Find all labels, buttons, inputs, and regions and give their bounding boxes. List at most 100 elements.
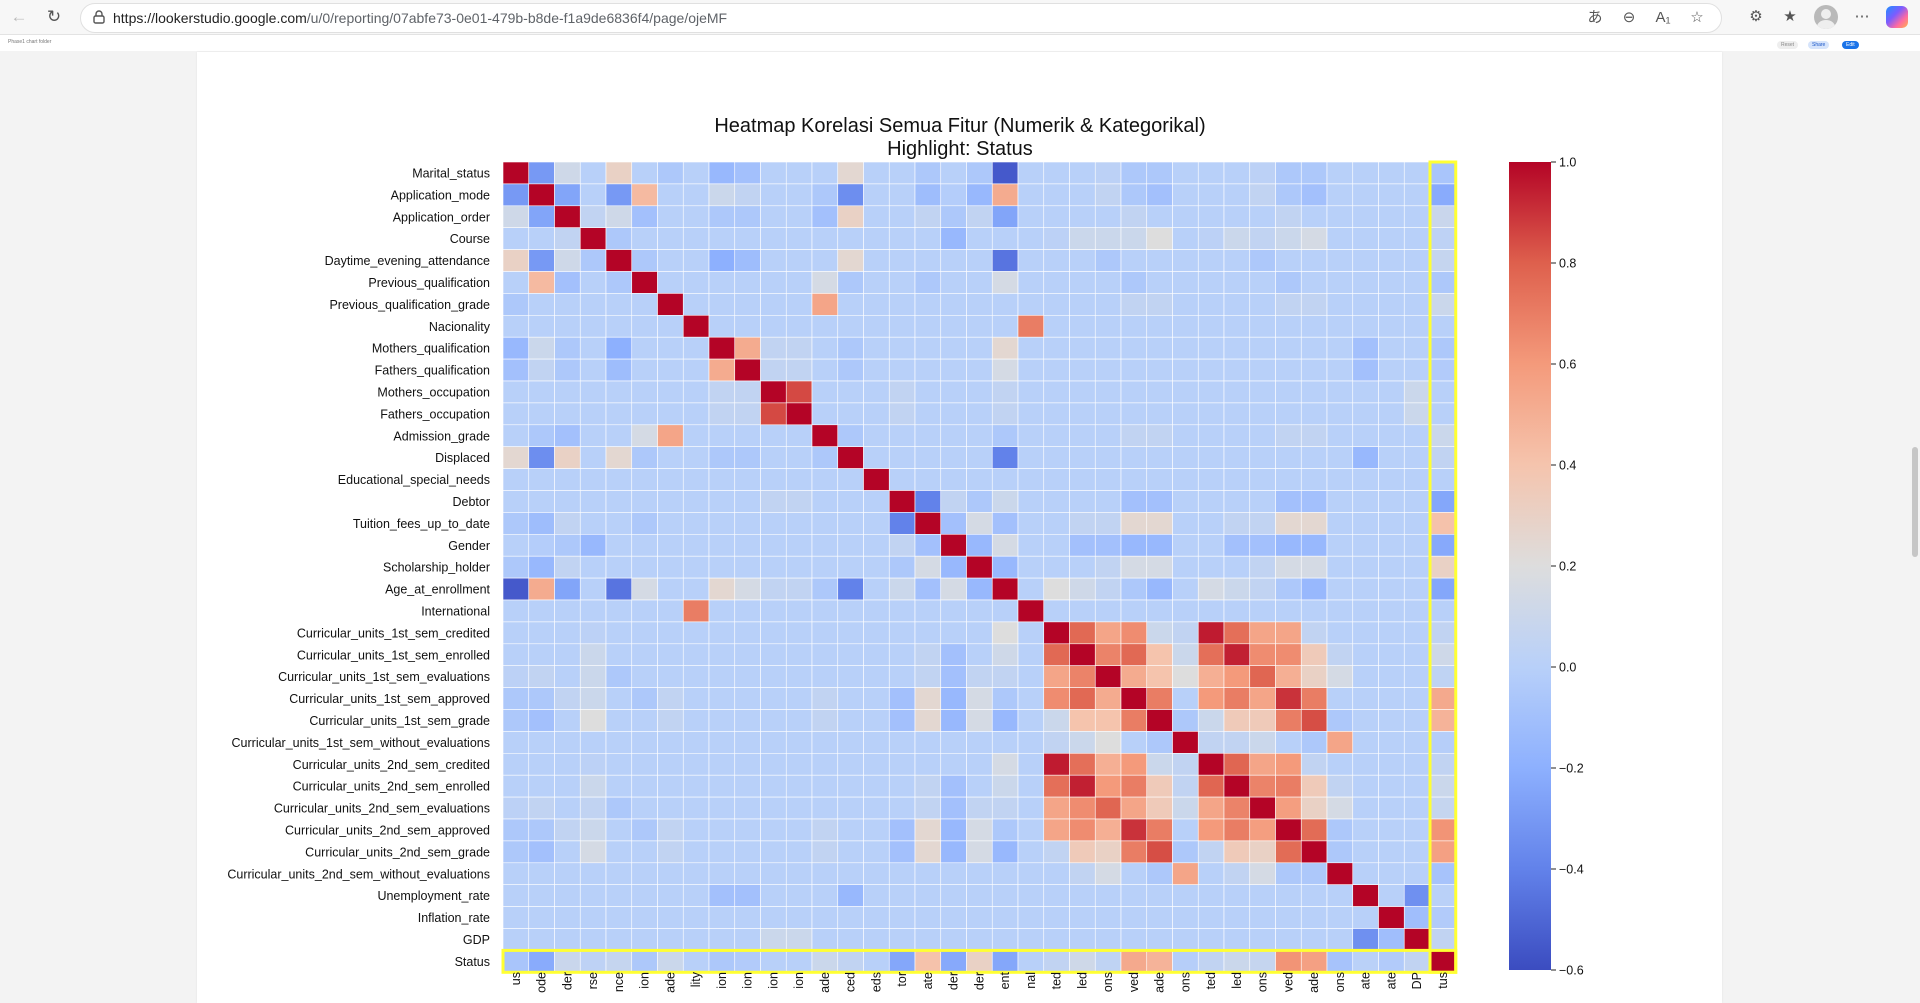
heatmap-cell (734, 774, 761, 798)
zoom-out-icon[interactable]: ⊖ (1622, 9, 1636, 26)
heatmap-cell (785, 928, 813, 951)
heatmap-cell (1403, 709, 1431, 732)
read-aloud-icon[interactable]: A₁ (1655, 9, 1671, 26)
heatmap-cell (1197, 512, 1225, 535)
profile-avatar[interactable] (1814, 5, 1838, 29)
heatmap-cell (682, 555, 710, 579)
heatmap-cell (708, 906, 736, 929)
heatmap-cell (785, 314, 813, 338)
heatmap-cell (554, 271, 581, 294)
reset-button[interactable]: Reset (1777, 41, 1799, 49)
heatmap-cell (1275, 752, 1302, 776)
x-tick-label: rse (586, 972, 600, 989)
heatmap-cell (1197, 709, 1225, 732)
heatmap-cell (760, 906, 787, 929)
heatmap-cell (1120, 665, 1148, 688)
x-tick-label: ent (998, 971, 1012, 989)
heatmap-cell (528, 227, 555, 250)
heatmap-cell (1429, 709, 1457, 732)
favorite-star-icon[interactable]: ☆ (1690, 9, 1704, 26)
translate-icon[interactable]: あ (1587, 9, 1603, 26)
heatmap-cell (863, 774, 890, 798)
heatmap-cell (1300, 599, 1328, 623)
heatmap-cell (1094, 752, 1122, 776)
heatmap-cell (1043, 424, 1070, 447)
heatmap-cell (966, 424, 993, 447)
more-menu-icon[interactable]: ⋯ (1854, 8, 1870, 25)
heatmap-cell (785, 293, 813, 316)
x-tick-label: ate (1384, 972, 1398, 989)
heatmap-cell (657, 840, 684, 864)
heatmap-cell (657, 293, 684, 316)
heatmap-cell (888, 950, 916, 973)
heatmap-cell (760, 862, 787, 885)
heatmap-cell (1017, 468, 1045, 491)
heatmap-cell (760, 380, 787, 404)
heatmap-cell (502, 840, 530, 864)
favorites-icon[interactable]: ★ (1783, 8, 1797, 25)
heatmap-cell (1249, 731, 1276, 754)
heatmap-cell (682, 862, 710, 885)
heatmap-cell (631, 621, 658, 645)
heatmap-cell (1326, 555, 1354, 579)
heatmap-cell (631, 928, 658, 951)
heatmap-cell (502, 862, 530, 885)
heatmap-cell (657, 380, 684, 404)
heatmap-cell (811, 512, 839, 535)
heatmap-cell (708, 577, 736, 601)
highlight-row-box (501, 948, 1458, 974)
share-button[interactable]: Share (1808, 41, 1830, 49)
heatmap-cell (914, 840, 942, 864)
heatmap-cell (1120, 249, 1148, 272)
heatmap-cell (605, 249, 633, 272)
heatmap-cell (1146, 468, 1173, 491)
heatmap-cell (1172, 358, 1199, 382)
heatmap-cell (502, 731, 530, 754)
heatmap-cell (1249, 643, 1276, 666)
heatmap-cell (1403, 183, 1431, 207)
heatmap-cell (1275, 490, 1302, 513)
copilot-icon[interactable] (1886, 6, 1908, 28)
heatmap-cell (1017, 884, 1045, 907)
heatmap-cell (1403, 884, 1431, 907)
heatmap-cell (1352, 271, 1379, 294)
page-scrollbar[interactable] (1908, 52, 1920, 1003)
y-tick-label: Status (455, 955, 490, 969)
heatmap-cell (1300, 227, 1328, 250)
address-bar[interactable]: https://lookerstudio.google.com/u/0/repo… (80, 3, 1722, 33)
heatmap-cell (734, 862, 761, 885)
heatmap-cell (863, 314, 890, 338)
x-tick-label: ons (1178, 972, 1192, 992)
heatmap-cell (1429, 293, 1457, 316)
heatmap-cell (528, 577, 555, 601)
heatmap-cell (966, 555, 993, 579)
heatmap-cell (1275, 709, 1302, 732)
heatmap-cell (1300, 424, 1328, 447)
heatmap-cell (1172, 249, 1199, 272)
heatmap-cell (1017, 358, 1045, 382)
heatmap-cell (1197, 555, 1225, 579)
heatmap-cell (1094, 577, 1122, 601)
reload-icon[interactable]: ↻ (46, 7, 62, 26)
edit-button[interactable]: Edit (1842, 41, 1859, 49)
heatmap-cell (554, 490, 581, 513)
heatmap-cell (1094, 599, 1122, 623)
scrollbar-thumb[interactable] (1912, 447, 1918, 557)
heatmap-cell (914, 249, 942, 272)
heatmap-cell (1275, 774, 1302, 798)
heatmap-cell (528, 687, 555, 710)
heatmap-cell (1043, 774, 1070, 798)
heatmap-cell (811, 687, 839, 710)
heatmap-cell (888, 490, 916, 513)
heatmap-cell (811, 643, 839, 666)
back-icon[interactable]: ← (10, 7, 28, 26)
heatmap-cell (528, 796, 555, 820)
heatmap-cell (1300, 555, 1328, 579)
heatmap-cell (1249, 227, 1276, 250)
heatmap-cell (811, 862, 839, 885)
heatmap-cell (940, 358, 967, 382)
extensions-icon[interactable]: ⚙ (1749, 8, 1763, 25)
lock-icon (93, 10, 105, 24)
heatmap-cell (914, 577, 942, 601)
heatmap-cell (554, 205, 581, 229)
